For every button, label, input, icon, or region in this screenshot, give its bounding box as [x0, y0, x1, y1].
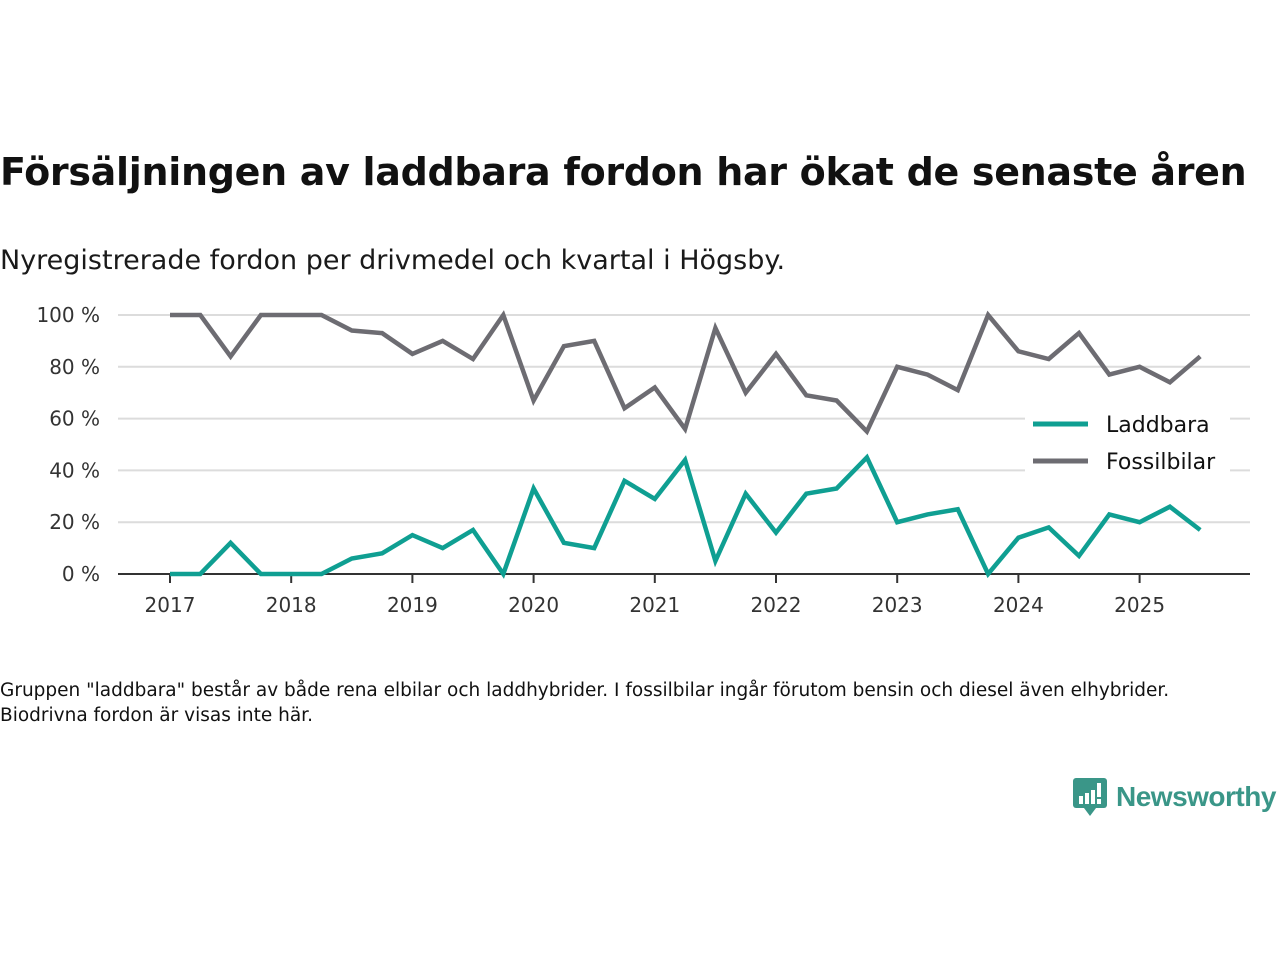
- y-tick-label: 100 %: [36, 303, 100, 327]
- line-chart: 0 % 20 % 40 % 60 % 80 % 100 % 2017 2018 2019 202…: [36, 303, 1250, 617]
- series-line-fossilbilar: [170, 310, 1202, 436]
- x-tick-label: 2020: [508, 593, 559, 617]
- series-lines: [170, 310, 1202, 579]
- logo-text: Newsworthy: [1116, 781, 1276, 812]
- x-tick-label: 2019: [387, 593, 438, 617]
- newsworthy-logo: Newsworthy: [1072, 776, 1276, 818]
- chart-title: Försäljningen av laddbara fordon har öka…: [0, 150, 1247, 194]
- y-tick-label: 0 %: [62, 562, 100, 586]
- x-tick-label: 2021: [629, 593, 680, 617]
- x-axis: 2017 2018 2019 2020 2021 2022 2023 2024 2025: [118, 573, 1250, 617]
- y-axis: 0 % 20 % 40 % 60 % 80 % 100 %: [36, 303, 100, 586]
- legend-label: Fossilbilar: [1106, 450, 1216, 475]
- chart-subtitle: Nyregistrerade fordon per drivmedel och …: [0, 245, 786, 276]
- y-tick-label: 20 %: [49, 510, 100, 534]
- x-tick-label: 2017: [145, 593, 196, 617]
- y-tick-label: 60 %: [49, 407, 100, 431]
- legend: Laddbara Fossilbilar: [1025, 405, 1230, 480]
- legend-background: [1025, 405, 1230, 480]
- y-tick-label: 40 %: [49, 458, 100, 482]
- x-tick-label: 2022: [751, 593, 802, 617]
- x-tick-label: 2025: [1114, 593, 1165, 617]
- x-tick-label: 2024: [993, 593, 1044, 617]
- series-line-laddbara: [170, 453, 1202, 579]
- legend-label: Laddbara: [1106, 413, 1210, 438]
- x-tick-label: 2018: [266, 593, 317, 617]
- footnote: Gruppen "laddbara" består av både rena e…: [0, 680, 1170, 726]
- newsworthy-logo-icon: [1073, 778, 1107, 816]
- y-tick-label: 80 %: [49, 355, 100, 379]
- x-tick-label: 2023: [872, 593, 923, 617]
